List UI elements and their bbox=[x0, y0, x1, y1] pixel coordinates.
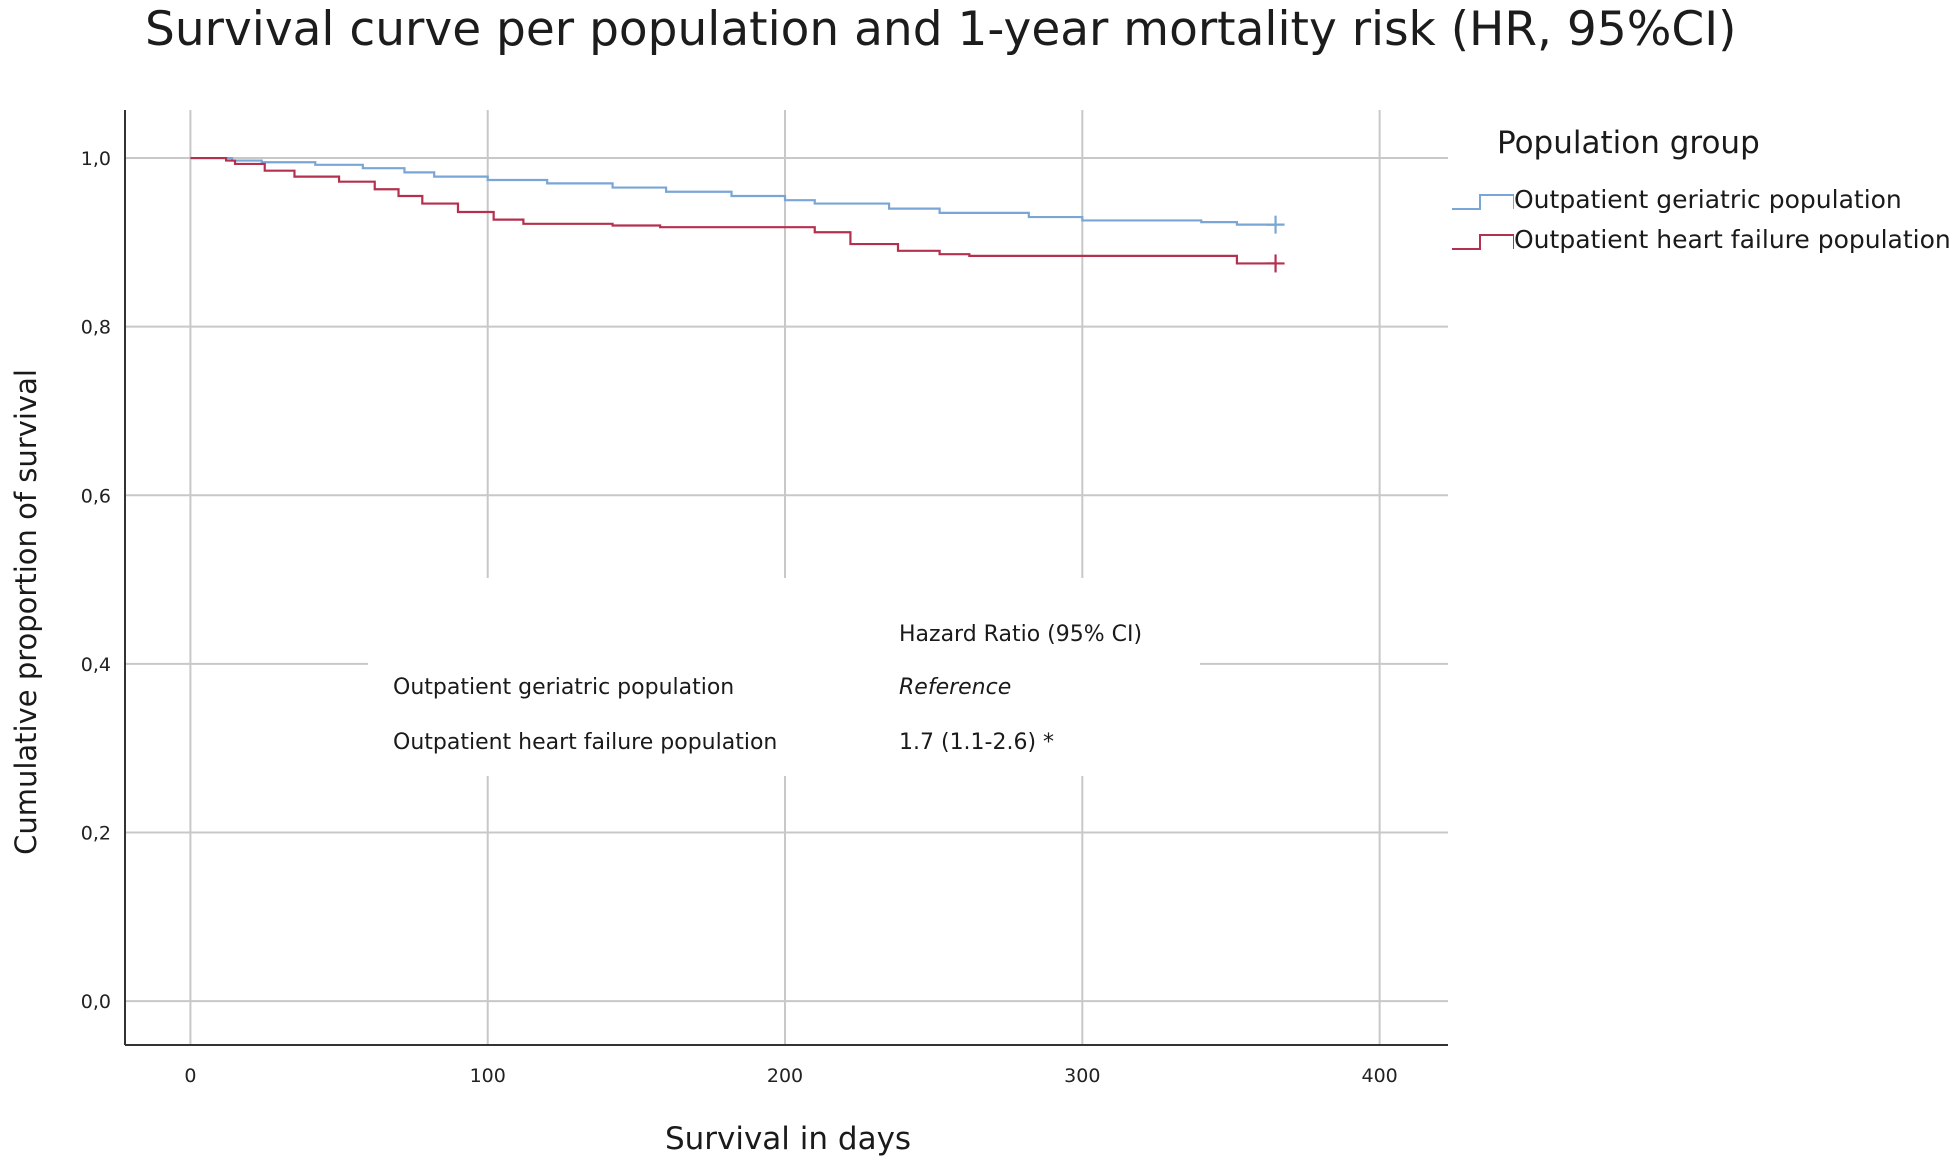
y-tick-label: 0,0 bbox=[81, 991, 111, 1013]
ticks-layer: 0 100 200 300 400 0,0 0,2 0,4 0,6 0,8 1,0 bbox=[81, 148, 1398, 1087]
legend-swatch-geriatric bbox=[1452, 194, 1514, 210]
y-tick-label: 0,4 bbox=[81, 654, 111, 676]
horizontal-grid bbox=[125, 157, 1448, 1003]
legend-label: Outpatient geriatric population bbox=[1514, 185, 1902, 214]
series-layer bbox=[190, 156, 1285, 273]
axes bbox=[124, 110, 1448, 1046]
legend-title: Population group bbox=[1497, 125, 1760, 161]
hr-table-header: Hazard Ratio (95% CI) bbox=[899, 622, 1142, 647]
y-axis-label: Cumulative proportion of survival bbox=[9, 369, 43, 855]
chart-title: Survival curve per population and 1-year… bbox=[145, 2, 1737, 57]
legend-swatch-heart-failure bbox=[1452, 234, 1514, 250]
vertical-grid bbox=[189, 110, 1381, 1045]
x-tick-label: 400 bbox=[1361, 1065, 1397, 1087]
series-line-0 bbox=[190, 156, 1276, 226]
y-tick-label: 0,8 bbox=[81, 317, 111, 339]
hr-table-background bbox=[368, 578, 1200, 776]
x-tick-label: 200 bbox=[767, 1065, 803, 1087]
hr-row-value: Reference bbox=[899, 675, 1011, 700]
legend-item-geriatric: Outpatient geriatric population bbox=[1452, 185, 1952, 219]
hazard-ratio-table: Hazard Ratio (95% CI) Outpatient geriatr… bbox=[393, 622, 1142, 755]
hr-row-value: 1.7 (1.1-2.6) * bbox=[899, 730, 1054, 755]
y-tick-label: 1,0 bbox=[81, 148, 111, 170]
x-tick-label: 100 bbox=[470, 1065, 506, 1087]
x-tick-label: 0 bbox=[184, 1065, 196, 1087]
hr-row-label: Outpatient heart failure population bbox=[393, 730, 777, 755]
series-line-1 bbox=[190, 156, 1276, 265]
y-tick-label: 0,6 bbox=[81, 485, 111, 507]
legend-label: Outpatient heart failure population bbox=[1514, 225, 1951, 254]
y-tick-label: 0,2 bbox=[81, 823, 111, 845]
x-axis-label: Survival in days bbox=[664, 1121, 912, 1157]
hr-row-label: Outpatient geriatric population bbox=[393, 675, 734, 700]
legend-item-heart-failure: Outpatient heart failure population bbox=[1452, 225, 1952, 259]
x-tick-label: 300 bbox=[1064, 1065, 1100, 1087]
